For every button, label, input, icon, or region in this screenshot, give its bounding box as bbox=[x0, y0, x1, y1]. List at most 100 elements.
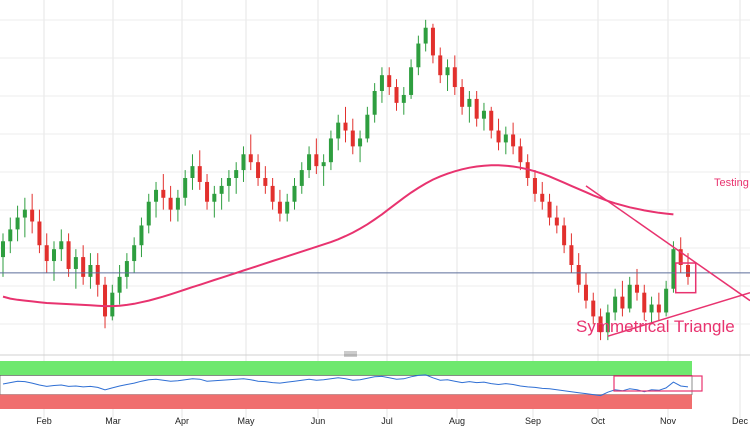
rsi-highlight-box bbox=[613, 375, 703, 392]
candle-body bbox=[409, 67, 414, 95]
rsi-upper-zone bbox=[0, 361, 692, 376]
candle-body bbox=[656, 304, 661, 313]
candle-body bbox=[285, 201, 290, 214]
candle-body bbox=[627, 284, 632, 309]
candle-body bbox=[44, 245, 49, 262]
candle-body bbox=[241, 154, 246, 171]
candle-body bbox=[481, 110, 486, 119]
candle-body bbox=[460, 87, 465, 107]
candle-body bbox=[343, 122, 348, 131]
breakout-highlight-box bbox=[674, 262, 697, 294]
rsi-pane bbox=[0, 361, 703, 409]
x-tick-label: Sep bbox=[525, 416, 541, 426]
candle-body bbox=[620, 296, 625, 309]
candle-body bbox=[664, 288, 669, 313]
candle-body bbox=[314, 154, 319, 167]
candle-body bbox=[569, 245, 574, 265]
candle-body bbox=[15, 217, 20, 230]
candle-body bbox=[350, 130, 355, 147]
candle-body bbox=[95, 265, 100, 285]
lower-trendline bbox=[607, 291, 750, 337]
candle-body bbox=[518, 146, 523, 163]
candle-body bbox=[394, 87, 399, 103]
candle-body bbox=[168, 197, 173, 210]
candle-body bbox=[591, 300, 596, 317]
candle-body bbox=[226, 178, 231, 186]
candle-body bbox=[358, 138, 363, 147]
candle-body bbox=[430, 27, 435, 56]
candle-body bbox=[146, 201, 151, 226]
triangle-trendlines bbox=[585, 185, 750, 337]
candle-body bbox=[52, 249, 57, 262]
x-tick-label: Jun bbox=[311, 416, 326, 426]
candle-body bbox=[30, 209, 35, 222]
candle-body bbox=[496, 130, 501, 143]
x-tick-label: Mar bbox=[105, 416, 121, 426]
candle-body bbox=[59, 241, 64, 250]
pane-divider-handle[interactable] bbox=[0, 351, 750, 357]
pattern-label: Symmetrical Triangle bbox=[576, 317, 735, 336]
candle-body bbox=[671, 249, 676, 289]
candlestick-series bbox=[0, 19, 691, 341]
candle-body bbox=[598, 316, 603, 333]
x-tick-label: May bbox=[237, 416, 255, 426]
candle-body bbox=[511, 134, 516, 147]
candle-body bbox=[503, 134, 508, 143]
candle-body bbox=[379, 75, 384, 91]
candle-body bbox=[212, 193, 217, 202]
rsi-neutral-zone bbox=[0, 375, 693, 395]
candle-body bbox=[452, 67, 457, 88]
upper-trendline bbox=[585, 185, 750, 302]
candle-body bbox=[103, 284, 108, 317]
candle-body bbox=[8, 229, 13, 242]
candle-body bbox=[445, 67, 450, 76]
candle-body bbox=[438, 55, 443, 76]
candle-body bbox=[328, 138, 333, 163]
x-tick-label: Nov bbox=[660, 416, 677, 426]
candle-body bbox=[175, 197, 180, 210]
x-tick-label: Aug bbox=[449, 416, 465, 426]
candle-body bbox=[336, 122, 341, 139]
candle-body bbox=[467, 98, 472, 107]
candle-body bbox=[372, 91, 377, 115]
candle-body bbox=[678, 249, 683, 265]
candle-body bbox=[605, 312, 610, 333]
candle-body bbox=[110, 292, 115, 317]
x-tick-label: Apr bbox=[175, 416, 189, 426]
candle-body bbox=[256, 162, 261, 178]
candle-body bbox=[474, 98, 479, 119]
candle-body bbox=[161, 189, 166, 198]
candle-body bbox=[554, 217, 559, 226]
candle-body bbox=[401, 94, 406, 103]
candle-body bbox=[547, 201, 552, 218]
candle-body bbox=[642, 292, 647, 313]
candle-body bbox=[73, 257, 78, 269]
candle-body bbox=[132, 245, 137, 262]
candle-body bbox=[154, 189, 159, 202]
candle-body bbox=[613, 296, 618, 313]
breakout-label: Testing Bre bbox=[714, 177, 750, 189]
candle-body bbox=[183, 178, 188, 198]
x-tick-label: Oct bbox=[591, 416, 606, 426]
moving-average-line bbox=[2, 164, 674, 308]
candle-body bbox=[423, 27, 428, 44]
candle-body bbox=[22, 209, 27, 218]
candle-body bbox=[489, 110, 494, 131]
candle-body bbox=[190, 166, 195, 178]
candle-body bbox=[205, 181, 210, 202]
candle-body bbox=[66, 241, 71, 269]
candle-body bbox=[583, 284, 588, 301]
candle-body bbox=[649, 304, 654, 313]
x-tick-label: Feb bbox=[36, 416, 52, 426]
x-tick-label: Dec bbox=[732, 416, 749, 426]
candle-body bbox=[685, 265, 691, 277]
candle-body bbox=[0, 241, 6, 258]
candle-body bbox=[263, 178, 268, 186]
candle-body bbox=[365, 114, 370, 139]
candle-body bbox=[307, 154, 312, 171]
rsi-line bbox=[2, 374, 689, 397]
candle-body bbox=[248, 154, 253, 163]
candle-body bbox=[634, 284, 639, 293]
